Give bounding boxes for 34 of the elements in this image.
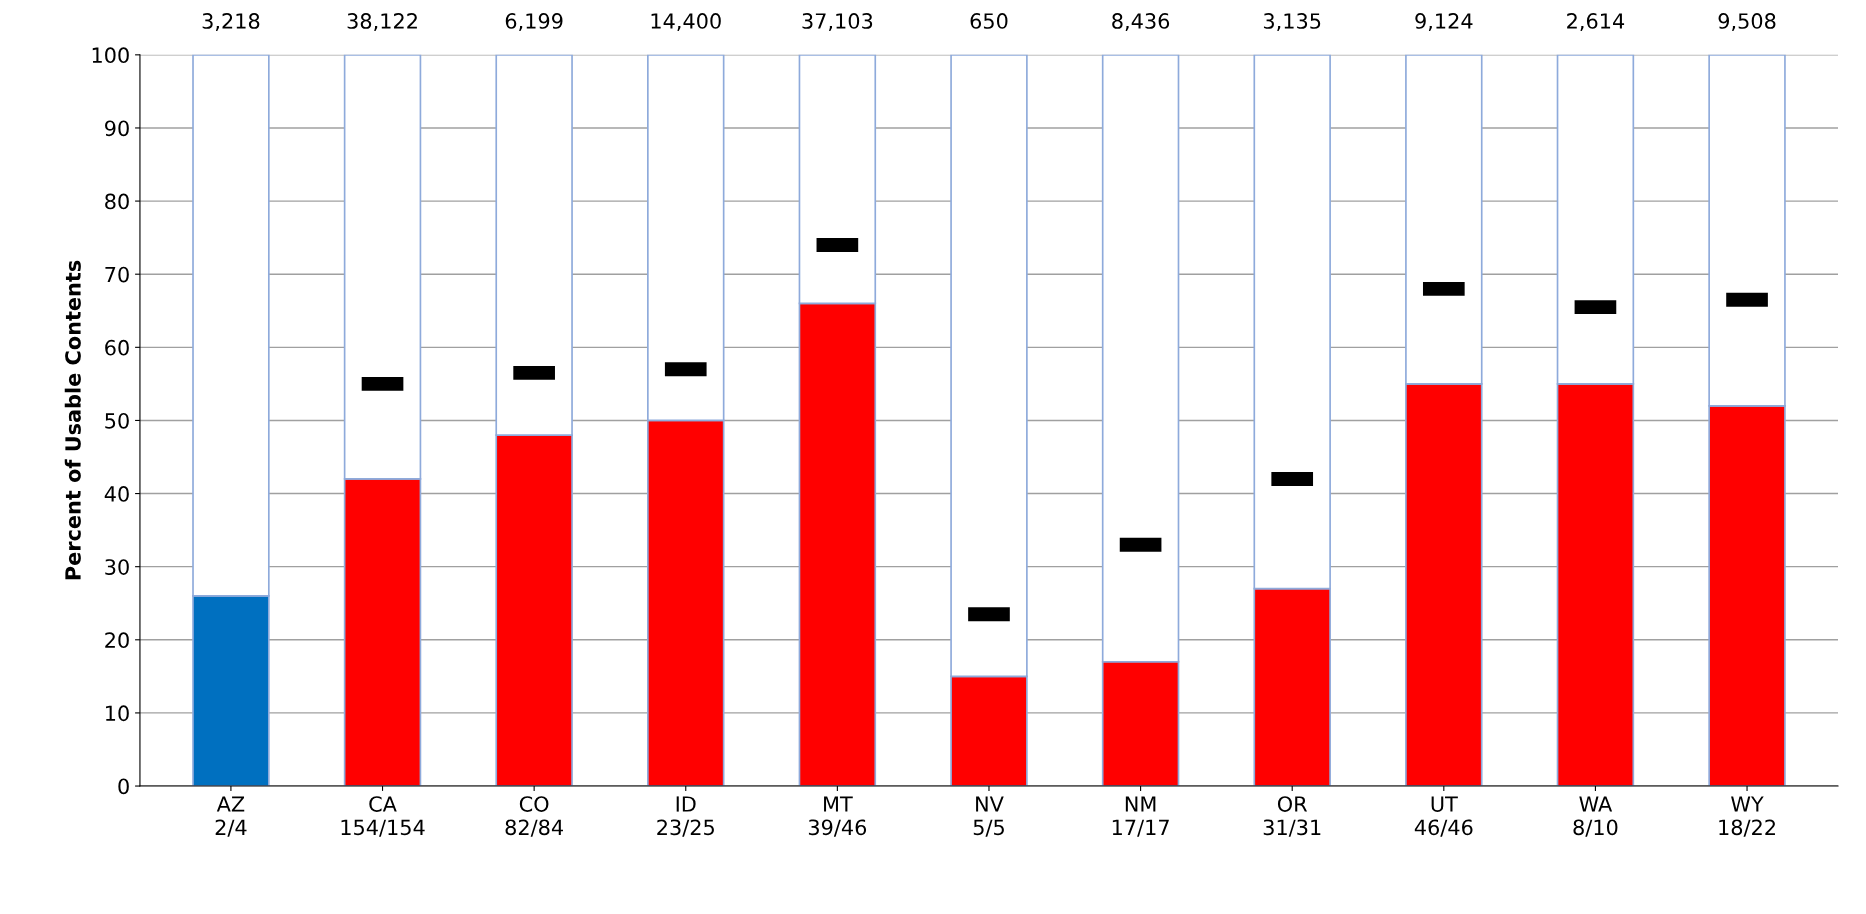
x-tick-label: NV 5/5 bbox=[973, 796, 1004, 837]
text: 3,135 bbox=[1263, 13, 1321, 31]
y-tick-label: 60 bbox=[105, 339, 129, 356]
y-tick-label: 50 bbox=[105, 412, 129, 429]
text: 2,614 bbox=[1567, 13, 1625, 31]
y-tick-label: 70 bbox=[105, 266, 129, 283]
x-tick-label: CA 154/154 bbox=[341, 796, 425, 837]
text: 9,508 bbox=[1718, 13, 1776, 31]
y-tick-label: 100 bbox=[92, 47, 129, 64]
text: 6,199 bbox=[505, 13, 563, 31]
x-tick-label: MT 39/46 bbox=[808, 796, 867, 837]
y-tick-label: 10 bbox=[106, 705, 129, 722]
text: 3,218 bbox=[202, 13, 260, 31]
text: 38,122 bbox=[347, 13, 417, 31]
text: 650 bbox=[970, 13, 1008, 29]
text: 9,124 bbox=[1415, 13, 1473, 31]
y-tick-label: 20 bbox=[105, 632, 129, 649]
x-tick-label: CO 82/84 bbox=[505, 796, 563, 837]
x-tick-label: UT 46/46 bbox=[1414, 796, 1473, 837]
text: 8,436 bbox=[1112, 13, 1170, 31]
y-axis-title: Percent of Usable Contents bbox=[64, 260, 81, 580]
y-tick-label: 0 bbox=[118, 778, 129, 795]
x-tick-label: OR 31/31 bbox=[1263, 796, 1321, 837]
x-tick-label: AZ 2/4 bbox=[215, 796, 247, 837]
y-tick-label: 90 bbox=[105, 120, 129, 137]
x-tick-label: WY 18/22 bbox=[1719, 796, 1775, 837]
text: 14,400 bbox=[651, 13, 721, 31]
x-tick-label: ID 23/25 bbox=[657, 796, 714, 837]
y-tick-label: 40 bbox=[104, 486, 129, 502]
x-tick-label: WA 8/10 bbox=[1573, 796, 1618, 837]
text: 37,103 bbox=[802, 13, 873, 31]
y-tick-label: 80 bbox=[105, 193, 129, 210]
x-tick-label: NM 17/17 bbox=[1112, 796, 1169, 837]
y-tick-label: 30 bbox=[105, 559, 129, 575]
